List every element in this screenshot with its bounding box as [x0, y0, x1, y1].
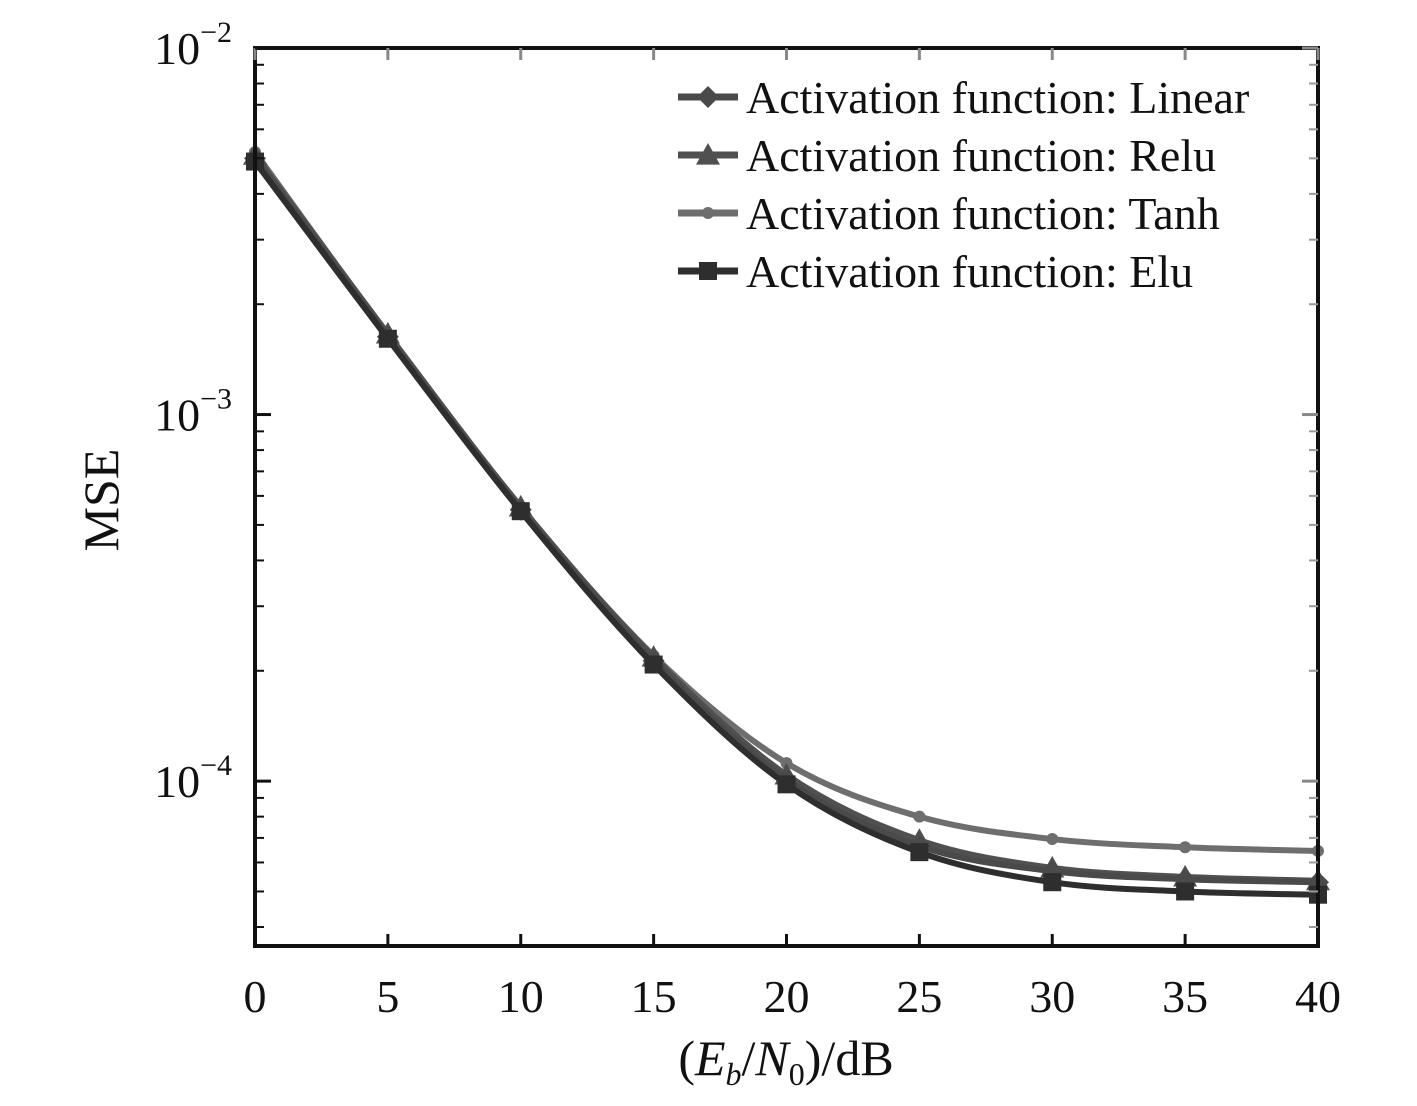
legend-marker-tanh	[702, 207, 714, 219]
y-tick-exponent: −2	[200, 16, 232, 49]
plot-area	[243, 143, 1330, 904]
legend-marker-elu	[699, 262, 717, 280]
legend-label-linear: Activation function: Linear	[746, 72, 1249, 123]
x-tick-label-20: 20	[764, 971, 810, 1022]
x-title-close: )/dB	[805, 1030, 894, 1086]
x-tick-label-35: 35	[1162, 971, 1208, 1022]
x-axis-title: (Eb/N0)/dB	[678, 1030, 893, 1092]
data-point-elu-35	[1176, 882, 1195, 901]
plot-frame	[253, 46, 1320, 948]
data-point-tanh-35	[1179, 841, 1192, 854]
legend-marker-linear	[697, 86, 719, 108]
y-tick-exponent: −3	[200, 383, 232, 416]
x-tick-label-5: 5	[376, 971, 399, 1022]
y-tick-exponent: −4	[200, 749, 232, 782]
x-title-e: E	[694, 1030, 726, 1086]
data-point-elu-5	[378, 329, 397, 348]
x-title-slash: /	[742, 1030, 756, 1086]
y-tick-base: 10	[154, 23, 200, 74]
y-tick-base: 10	[154, 390, 200, 441]
data-point-elu-10	[511, 502, 530, 521]
x-tick-label-10: 10	[498, 971, 544, 1022]
y-tick-label-−4: 10−4	[154, 749, 232, 807]
x-title-open: (	[678, 1030, 695, 1086]
data-point-elu-30	[1043, 873, 1062, 892]
legend: Activation function: Linear Activation fu…	[678, 72, 1249, 297]
legend-label-elu: Activation function: Elu	[746, 246, 1193, 297]
data-point-elu-15	[644, 655, 663, 674]
legend-label-relu: Activation function: Relu	[746, 130, 1216, 181]
data-point-elu-25	[910, 843, 929, 862]
x-title-zero-sub: 0	[789, 1056, 805, 1092]
data-point-tanh-30	[1046, 833, 1059, 846]
x-tick-label-0: 0	[244, 971, 267, 1022]
x-tick-label-25: 25	[896, 971, 942, 1022]
x-title-n: N	[754, 1030, 791, 1086]
x-tick-label-15: 15	[631, 971, 677, 1022]
legend-marker-relu	[696, 143, 720, 165]
y-tick-base: 10	[154, 756, 200, 807]
legend-label-tanh: Activation function: Tanh	[746, 188, 1220, 239]
x-tick-label-40: 40	[1295, 971, 1341, 1022]
y-axis-title: MSE	[73, 449, 129, 552]
y-tick-label-−2: 10−2	[154, 16, 232, 74]
series-line-elu	[252, 159, 1319, 898]
x-tick-label-30: 30	[1029, 971, 1075, 1022]
y-tick-label-−3: 10−3	[154, 383, 232, 441]
data-point-tanh-25	[913, 810, 926, 823]
x-title-b-sub: b	[726, 1056, 742, 1092]
data-point-elu-20	[777, 775, 796, 794]
